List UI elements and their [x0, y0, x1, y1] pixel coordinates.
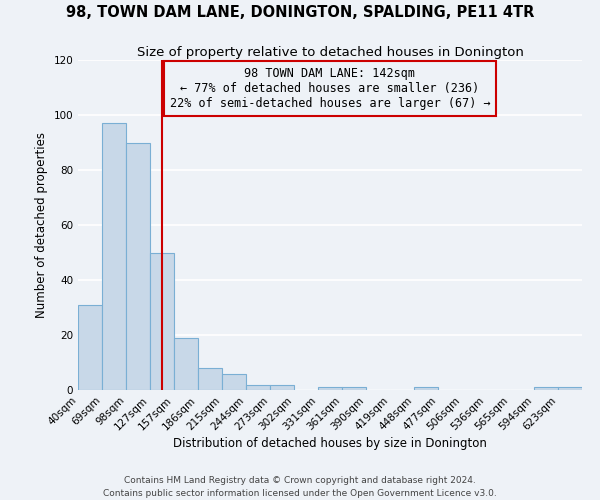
Bar — [558, 387, 582, 390]
Bar — [342, 387, 366, 390]
Bar — [102, 123, 126, 390]
Bar — [150, 252, 174, 390]
Title: Size of property relative to detached houses in Donington: Size of property relative to detached ho… — [137, 46, 523, 59]
Bar — [318, 387, 342, 390]
Bar — [126, 142, 150, 390]
Bar — [270, 384, 294, 390]
Bar — [246, 384, 270, 390]
Text: Contains HM Land Registry data © Crown copyright and database right 2024.
Contai: Contains HM Land Registry data © Crown c… — [103, 476, 497, 498]
Bar — [414, 387, 438, 390]
Bar — [222, 374, 246, 390]
Text: 98, TOWN DAM LANE, DONINGTON, SPALDING, PE11 4TR: 98, TOWN DAM LANE, DONINGTON, SPALDING, … — [66, 5, 534, 20]
Y-axis label: Number of detached properties: Number of detached properties — [35, 132, 48, 318]
Bar — [534, 387, 558, 390]
X-axis label: Distribution of detached houses by size in Donington: Distribution of detached houses by size … — [173, 438, 487, 450]
Bar — [174, 338, 198, 390]
Bar — [78, 304, 102, 390]
Text: 98 TOWN DAM LANE: 142sqm
← 77% of detached houses are smaller (236)
22% of semi-: 98 TOWN DAM LANE: 142sqm ← 77% of detach… — [170, 66, 490, 110]
Bar — [198, 368, 222, 390]
